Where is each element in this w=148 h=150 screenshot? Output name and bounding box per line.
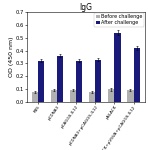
Legend: Before challenge, After challenge: Before challenge, After challenge [94, 13, 144, 27]
Bar [114, 33, 121, 102]
Bar [76, 61, 82, 102]
Bar [32, 92, 38, 102]
Bar [133, 48, 140, 102]
Title: IgG: IgG [79, 3, 92, 12]
Bar [70, 90, 76, 102]
Bar [127, 90, 133, 102]
Bar [38, 61, 44, 102]
Y-axis label: OD (450 nm): OD (450 nm) [9, 37, 14, 77]
Bar [95, 60, 102, 102]
Bar [89, 92, 95, 102]
Bar [51, 90, 57, 102]
Bar [57, 56, 63, 102]
Bar [108, 89, 114, 102]
